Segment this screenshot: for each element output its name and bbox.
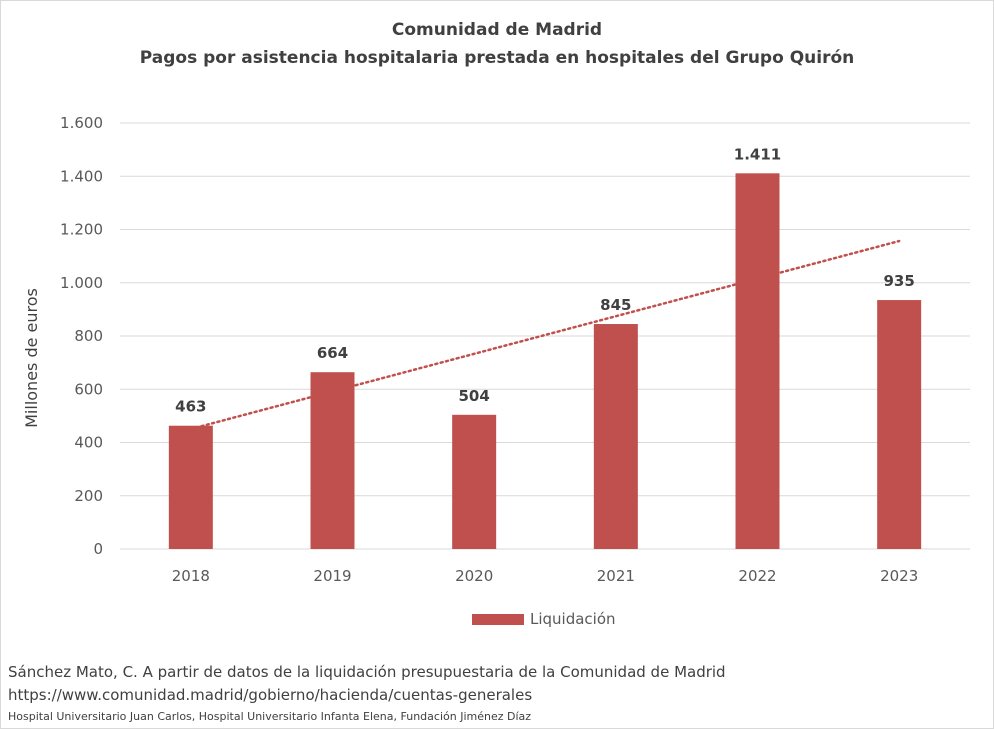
x-tick-label: 2018 [172, 567, 210, 585]
source-url: https://www.comunidad.madrid/gobierno/ha… [8, 686, 533, 704]
bars [168, 173, 922, 550]
y-tick-label: 0 [93, 540, 103, 558]
y-tick-label: 1.600 [60, 114, 103, 132]
y-tick-label: 600 [74, 380, 103, 398]
y-tick-label: 800 [74, 327, 103, 345]
x-tick-label: 2021 [597, 567, 635, 585]
bar [735, 173, 780, 550]
bar [310, 372, 355, 549]
bar [452, 414, 497, 549]
data-label: 1.411 [734, 145, 781, 163]
gridlines [120, 122, 970, 550]
data-label: 504 [459, 387, 490, 405]
chart-title: Comunidad de Madrid [391, 20, 603, 40]
bar [168, 425, 213, 549]
data-label: 463 [175, 398, 206, 416]
source-hospitals: Hospital Universitario Juan Carlos, Hosp… [8, 710, 532, 723]
legend-label: Liquidación [530, 610, 616, 628]
y-axis-label: Millones de euros [22, 288, 41, 428]
bar [593, 324, 638, 549]
y-tick-label: 200 [74, 487, 103, 505]
chart-subtitle: Pagos por asistencia hospitalaria presta… [139, 48, 855, 68]
x-tick-label: 2020 [455, 567, 493, 585]
trendline [189, 239, 901, 431]
data-label: 935 [884, 272, 915, 290]
x-axis-ticks: 2018 2019 2020 2021 2022 2023 [172, 567, 919, 585]
trendline-group [189, 239, 901, 431]
bar [877, 300, 922, 549]
y-tick-label: 1.000 [60, 274, 103, 292]
data-label: 664 [317, 344, 348, 362]
x-tick-label: 2023 [880, 567, 918, 585]
y-tick-label: 400 [74, 434, 103, 452]
legend: Liquidación [472, 610, 616, 628]
data-labels: 463 664 504 845 1.411 935 [175, 145, 915, 415]
data-label: 845 [600, 296, 631, 314]
y-tick-label: 1.400 [60, 167, 103, 185]
x-tick-label: 2022 [738, 567, 776, 585]
legend-swatch [472, 613, 524, 625]
y-axis-ticks: 0 200 400 600 800 1.000 1.200 1.400 1.600 [60, 114, 103, 558]
y-tick-label: 1.200 [60, 221, 103, 239]
source-citation: Sánchez Mato, C. A partir de datos de la… [8, 663, 726, 681]
x-tick-label: 2019 [313, 567, 351, 585]
